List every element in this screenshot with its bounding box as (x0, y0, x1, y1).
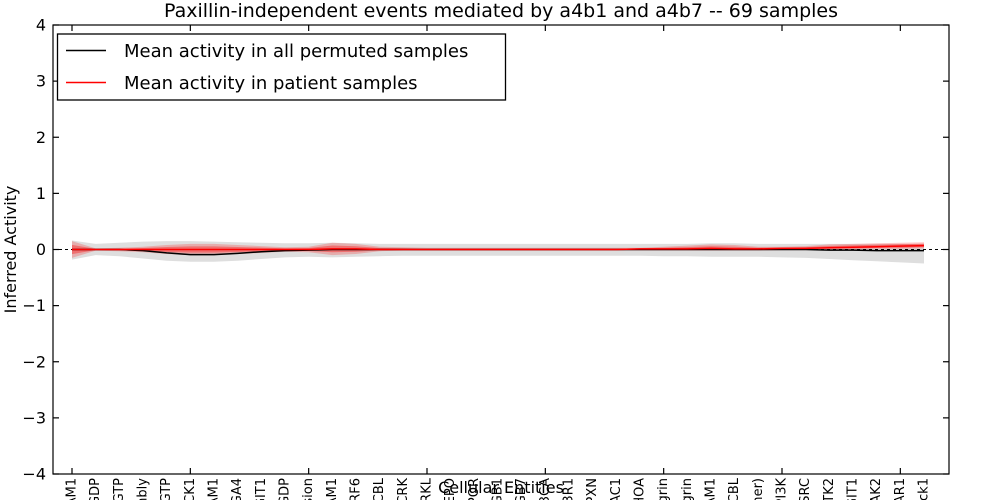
category-label: VCAM1 (207, 478, 222, 500)
y-tick-label: −3 (22, 408, 46, 427)
patient-mean-line (72, 244, 925, 251)
category-label: Rac1/GDP (278, 478, 293, 500)
legend-label-patient: Mean activity in patient samples (124, 73, 418, 94)
category-label: PTK2 (822, 478, 837, 500)
category-label: SRC (798, 478, 813, 500)
category-label: DOCK1 (183, 478, 198, 500)
category-label: alpha4/beta7 Integrin (680, 478, 695, 500)
category-label: JAK2 (869, 478, 884, 500)
y-tick-label: −2 (22, 352, 46, 371)
category-label: CRK (396, 478, 411, 500)
category-label: CRKL/CBL (727, 477, 742, 500)
category-label: PIK3R1 (562, 478, 577, 500)
x-category-labels: MADCAM1 mol:GDP mol:GTP lamellipodium assem… (65, 477, 932, 504)
y-tick-label: 0 (36, 240, 46, 259)
chart-title: Paxillin-independent events mediated by … (164, 0, 838, 22)
category-label: RAC1 (609, 478, 624, 500)
category-label: GIT1 (254, 478, 269, 500)
y-tick-label: −1 (22, 296, 46, 315)
category-label: ITGB7 (514, 478, 529, 500)
y-tick-labels: −4 −3 −2 −1 0 1 2 3 4 (22, 16, 46, 484)
category-label: ITGA4 (230, 478, 245, 500)
x-axis-label: Cellular Entities (438, 478, 564, 497)
legend: Mean activity in all permuted samples Me… (56, 33, 507, 101)
category-label: mol:GDP (88, 478, 103, 500)
category-label: EPOR (467, 478, 482, 500)
category-label: MADCAM1 (65, 478, 80, 500)
category-label: PI3K (775, 478, 790, 500)
category-label: Rac1/GTP (159, 478, 174, 500)
category-label: alpha4/beta1 Integrin/Paxillin/GIT1 (846, 478, 861, 500)
category-label: mol:GTP (112, 478, 127, 500)
category-label: BCAR1 (893, 478, 908, 500)
category-label: RHOA (633, 478, 648, 500)
y-tick-label: 1 (36, 184, 46, 203)
category-label: PXN (585, 478, 600, 500)
category-label: alpha4/beta7 Integrin/MAdCAM1 (325, 478, 340, 500)
category-label: cell adhesion (301, 478, 316, 500)
category-label: CRKL (420, 477, 435, 500)
legend-label-permuted: Mean activity in all permuted samples (124, 41, 468, 62)
category-label: alpha4/beta1 Integrin/VCAM1 (704, 478, 719, 500)
y-tick-label: −4 (22, 465, 46, 484)
axis-ticks (53, 24, 949, 475)
category-label: CBL (372, 477, 387, 500)
legend-box (56, 33, 507, 101)
y-tick-label: 2 (36, 128, 46, 147)
category-label: EPO/EPOR (dimer) (751, 478, 766, 500)
y-axis-label: Inferred Activity (1, 186, 20, 314)
category-label: ITGB1 (491, 478, 506, 500)
category-label: alpha4/beta1 Integrin (656, 478, 671, 500)
series-lines (53, 244, 949, 256)
permuted-band (72, 240, 924, 264)
category-label: ARF6 (349, 478, 364, 500)
y-tick-label: 4 (36, 16, 46, 35)
category-label: lamellipodium assembly (136, 478, 151, 500)
y-tick-label: 3 (36, 72, 46, 91)
category-label: p130Cas/Crk/Dock1 (917, 478, 932, 500)
category-label: PIK3CA (538, 478, 553, 500)
category-label: EPO (443, 478, 458, 500)
